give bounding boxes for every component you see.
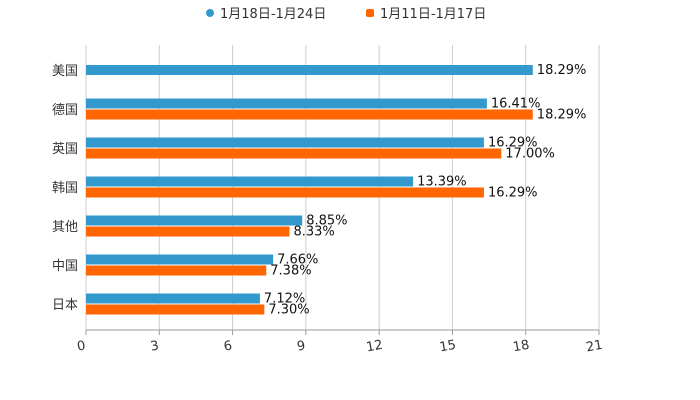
category-label-2: 德国 bbox=[52, 103, 78, 118]
data-label-series-2-cat-6: 7.38% bbox=[270, 264, 311, 279]
x-tick-label-21: 21 bbox=[585, 338, 604, 356]
bar-series-2-cat-5 bbox=[86, 226, 290, 237]
bars bbox=[86, 65, 533, 315]
bar-series-2-cat-6 bbox=[86, 265, 267, 276]
bar-series-1-cat-2 bbox=[86, 98, 487, 109]
bar-series-1-cat-3 bbox=[86, 137, 484, 148]
data-label-series-1-cat-3: 16.29% bbox=[488, 136, 538, 151]
data-label-series-2-cat-4: 16.29% bbox=[488, 186, 538, 201]
bar-series-1-cat-7 bbox=[86, 293, 260, 304]
bar-series-2-cat-4 bbox=[86, 187, 484, 198]
x-tick-label-18: 18 bbox=[512, 338, 531, 356]
legend-marker-series-1 bbox=[206, 9, 214, 17]
bar-series-1-cat-6 bbox=[86, 254, 274, 265]
bar-series-1-cat-1 bbox=[86, 65, 533, 75]
bar-series-1-cat-5 bbox=[86, 215, 303, 226]
category-label-1: 美国 bbox=[52, 64, 78, 79]
data-label-series-1-cat-4: 13.39% bbox=[417, 175, 467, 190]
data-label-series-1-cat-5: 8.85% bbox=[306, 214, 347, 229]
category-label-7: 日本 bbox=[52, 298, 78, 313]
x-tick-label-9: 9 bbox=[296, 338, 307, 354]
data-label-series-2-cat-7: 7.30% bbox=[268, 303, 309, 318]
data-label-series-1-cat-1: 18.29% bbox=[537, 63, 587, 78]
data-label-series-1-cat-6: 7.66% bbox=[277, 253, 318, 268]
category-label-3: 英国 bbox=[52, 142, 78, 157]
x-tick-label-6: 6 bbox=[223, 338, 234, 354]
legend-label-series-2: 1月11日-1月17日 bbox=[380, 7, 486, 22]
x-tick-label-0: 0 bbox=[76, 338, 87, 354]
data-label-series-2-cat-5: 8.33% bbox=[293, 225, 334, 240]
labels: 美国 18.29%德国 16.41%18.29%英国 16.29%17.00%韩国 13… bbox=[52, 63, 586, 318]
bar-series-1-cat-4 bbox=[86, 176, 414, 187]
x-tick-label-12: 12 bbox=[365, 338, 384, 356]
bar-series-2-cat-3 bbox=[86, 148, 502, 159]
x-tick-label-3: 3 bbox=[149, 338, 160, 354]
legend-label-series-1: 1月18日-1月24日 bbox=[220, 7, 326, 22]
data-label-series-1-cat-7: 7.12% bbox=[264, 292, 305, 307]
category-label-5: 其他 bbox=[52, 220, 78, 235]
bar-series-2-cat-2 bbox=[86, 109, 533, 120]
category-label-6: 中国 bbox=[52, 259, 78, 274]
bar-series-2-cat-7 bbox=[86, 304, 265, 315]
data-label-series-1-cat-2: 16.41% bbox=[491, 97, 541, 112]
axes: 0 3 6 9 12 15 18 21 bbox=[76, 329, 604, 356]
category-label-4: 韩国 bbox=[52, 181, 78, 196]
legend: 1月18日-1月24日 1月11日-1月17日 bbox=[206, 7, 486, 22]
data-label-series-2-cat-2: 18.29% bbox=[537, 108, 587, 123]
x-tick-label-15: 15 bbox=[438, 338, 457, 356]
data-label-series-2-cat-3: 17.00% bbox=[505, 147, 555, 162]
legend-marker-series-2 bbox=[366, 9, 374, 17]
